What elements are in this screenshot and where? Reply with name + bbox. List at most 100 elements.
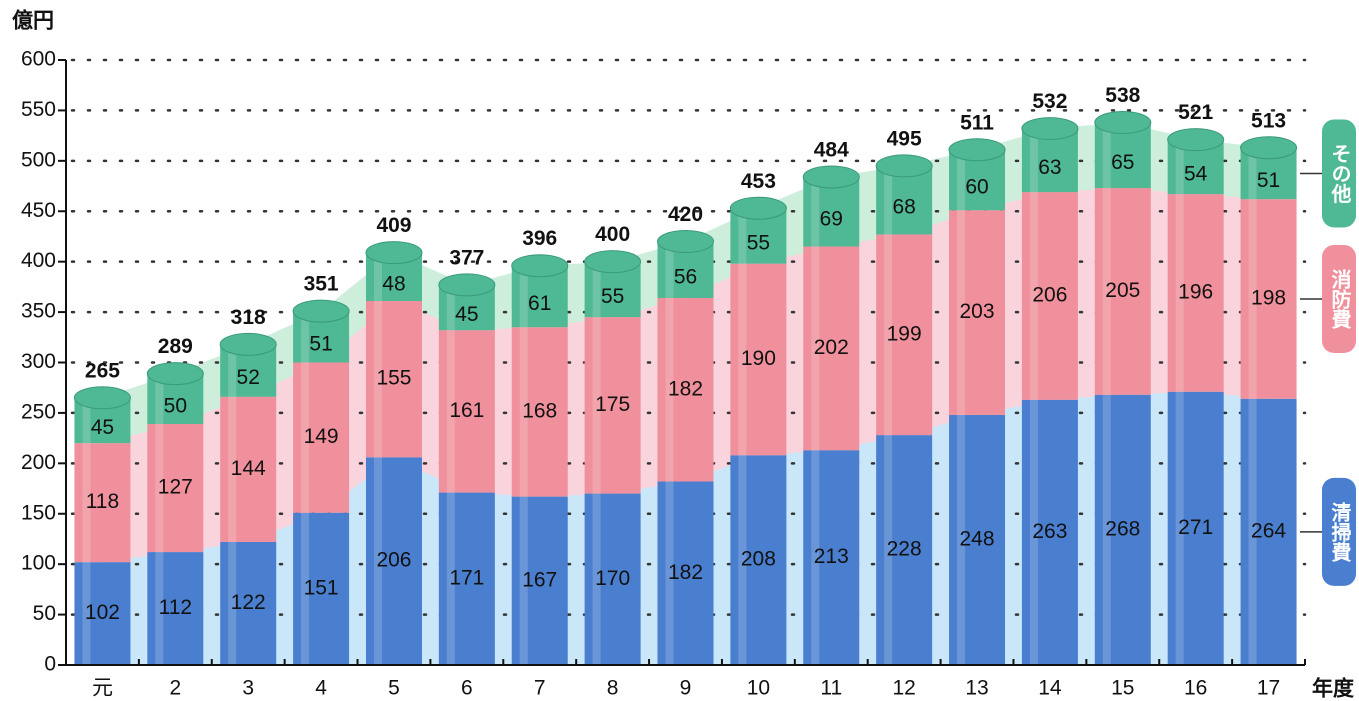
x-axis-label: 年度 bbox=[1312, 677, 1354, 701]
bar-shine bbox=[665, 241, 674, 298]
y-tick-label: 400 bbox=[21, 249, 56, 272]
y-tick-label: 200 bbox=[21, 451, 56, 474]
segment-label: 213 bbox=[814, 545, 849, 568]
bar-segment bbox=[730, 263, 787, 456]
segment-label: 228 bbox=[887, 538, 922, 561]
y-tick-label: 350 bbox=[21, 300, 56, 323]
segment-label: 170 bbox=[595, 567, 630, 590]
bar-shine bbox=[957, 149, 966, 211]
total-label: 513 bbox=[1251, 109, 1286, 132]
x-tick-label: 13 bbox=[965, 677, 988, 700]
segment-label: 60 bbox=[965, 176, 988, 199]
bar-shine bbox=[665, 297, 674, 482]
bar-shine bbox=[1029, 128, 1038, 193]
total-label: 484 bbox=[814, 139, 849, 162]
bar-shine bbox=[373, 252, 382, 301]
total-label: 453 bbox=[741, 170, 776, 193]
bar-top bbox=[511, 254, 569, 278]
bar-shine bbox=[519, 327, 528, 497]
labels: 102 118 45 265 112 127 50 289 122 144 52 318 151 149 5… bbox=[85, 84, 1286, 624]
bar-shine bbox=[446, 492, 455, 665]
legend-label: その他 bbox=[1328, 143, 1352, 203]
segment-label: 171 bbox=[449, 566, 484, 589]
x-tick-label: 3 bbox=[242, 677, 254, 700]
bar-segment bbox=[293, 362, 350, 513]
bar-segment bbox=[1021, 192, 1078, 400]
bar-shine bbox=[1102, 188, 1111, 395]
segment-label: 161 bbox=[449, 399, 484, 422]
bar-segment bbox=[147, 552, 204, 665]
segment-label: 69 bbox=[820, 207, 843, 230]
segment-label: 102 bbox=[85, 601, 120, 624]
bar-top bbox=[584, 250, 642, 274]
total-label: 511 bbox=[960, 111, 994, 134]
bar-shine bbox=[373, 300, 382, 458]
bar-shine bbox=[811, 176, 820, 247]
segment-label: 203 bbox=[960, 300, 995, 323]
bar-shine bbox=[301, 362, 310, 513]
bar-top bbox=[875, 154, 933, 178]
segment-label: 175 bbox=[595, 393, 630, 416]
segment-label: 208 bbox=[741, 548, 776, 571]
segment-label: 268 bbox=[1105, 517, 1140, 540]
bar-shine bbox=[82, 397, 91, 444]
x-tick-label: 16 bbox=[1184, 677, 1207, 700]
bar-segment bbox=[293, 512, 350, 665]
x-tick-label: 8 bbox=[607, 677, 619, 700]
bar-segment bbox=[1240, 398, 1297, 665]
x-tick-label: 5 bbox=[388, 677, 400, 700]
total-label: 409 bbox=[376, 214, 411, 237]
x-tick-label: 元 bbox=[92, 677, 113, 700]
bar-shine bbox=[884, 234, 893, 436]
bar-shine bbox=[957, 414, 966, 665]
segment-label: 45 bbox=[455, 303, 478, 326]
bar-top bbox=[1167, 128, 1225, 152]
bar-segment bbox=[1240, 199, 1297, 399]
segment-label: 155 bbox=[376, 367, 411, 390]
bar-shine bbox=[301, 311, 310, 363]
bar-top bbox=[219, 332, 277, 356]
segment-label: 196 bbox=[1178, 280, 1213, 303]
y-tick-label: 150 bbox=[21, 501, 56, 524]
x-tick-label: 10 bbox=[747, 677, 770, 700]
bar-shine bbox=[884, 435, 893, 665]
bar-shine bbox=[519, 496, 528, 665]
bar-segment bbox=[1167, 194, 1224, 392]
bar-shine bbox=[1248, 398, 1257, 665]
total-label: 538 bbox=[1105, 84, 1140, 107]
segment-label: 127 bbox=[158, 476, 193, 499]
y-tick-label: 50 bbox=[33, 602, 56, 625]
segment-label: 198 bbox=[1251, 287, 1286, 310]
bar-shine bbox=[155, 424, 164, 553]
segment-label: 271 bbox=[1178, 516, 1213, 539]
y-axis-label: 億円 bbox=[12, 9, 54, 33]
bar-shine bbox=[884, 165, 893, 235]
bar-segment bbox=[511, 327, 568, 497]
y-tick-label: 300 bbox=[21, 350, 56, 373]
x-tick-label: 12 bbox=[892, 677, 915, 700]
bar-segment bbox=[657, 481, 714, 665]
x-tick-label: 7 bbox=[534, 677, 546, 700]
bar-top bbox=[365, 241, 423, 265]
bar-segment bbox=[74, 562, 131, 665]
x-tick-label: 17 bbox=[1257, 677, 1280, 700]
bar-segment bbox=[365, 457, 422, 665]
y-tick-label: 550 bbox=[21, 98, 56, 121]
bar-segment bbox=[147, 424, 204, 553]
bar-segment bbox=[730, 455, 787, 665]
total-label: 396 bbox=[522, 227, 557, 250]
bar-shine bbox=[665, 481, 674, 665]
segment-label: 167 bbox=[522, 568, 557, 591]
y-tick-label: 600 bbox=[21, 48, 56, 71]
total-label: 318 bbox=[231, 306, 266, 329]
bar-segment bbox=[220, 396, 277, 542]
legend-box bbox=[1322, 119, 1356, 228]
segment-label: 51 bbox=[1257, 169, 1280, 192]
x-tick-label: 4 bbox=[315, 677, 327, 700]
bar-shine bbox=[519, 265, 528, 328]
segment-label: 51 bbox=[309, 332, 332, 355]
y-tick-label: 450 bbox=[21, 199, 56, 222]
bar-shine bbox=[1102, 122, 1111, 189]
bar-shine bbox=[1175, 194, 1184, 392]
bar-top bbox=[438, 273, 496, 297]
